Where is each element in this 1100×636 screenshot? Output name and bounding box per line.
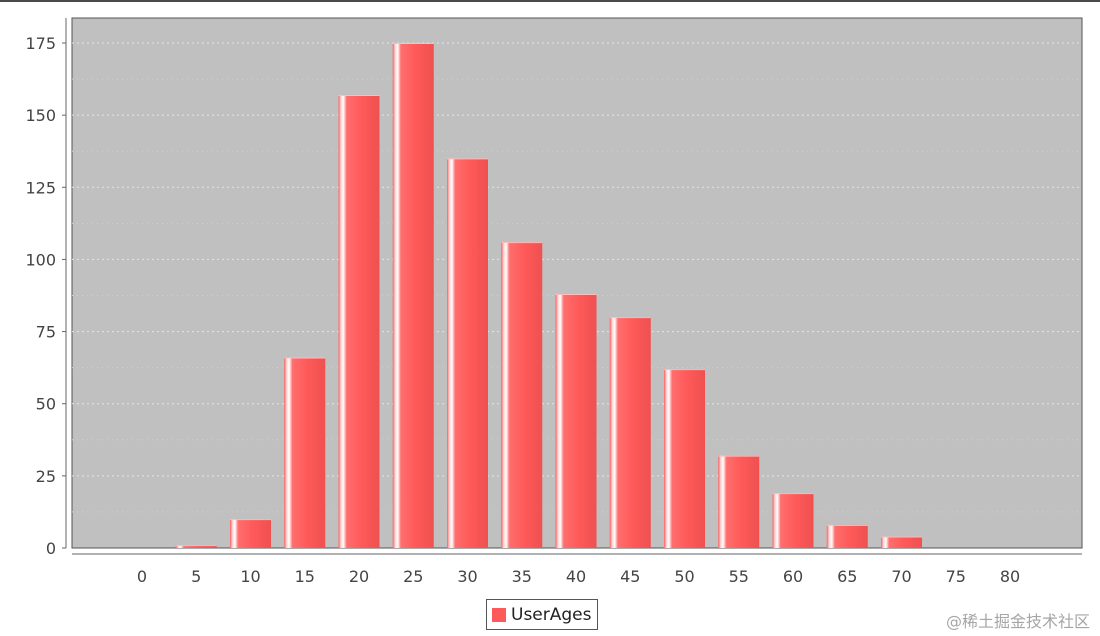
- x-tick-label: 65: [837, 567, 857, 586]
- x-tick-labels: 0 5 10 15 20 25 30 35 40 45 50 55 60 65 70 75 80: [137, 567, 1020, 586]
- x-tick-label: 80: [1000, 567, 1020, 586]
- bar: [718, 455, 760, 548]
- y-tick-label: 25: [36, 467, 56, 486]
- bar: [881, 536, 922, 548]
- watermark: @稀土掘金技术社区: [945, 612, 1090, 631]
- x-tick-label: 20: [349, 567, 369, 586]
- bar: [501, 242, 543, 548]
- bar-fill: [447, 158, 488, 548]
- legend: UserAges: [486, 599, 599, 630]
- bar: [175, 545, 217, 548]
- x-tick-label: 10: [240, 567, 260, 586]
- bar: [609, 317, 651, 548]
- bar: [392, 43, 434, 548]
- x-tick-label: 30: [457, 567, 477, 586]
- top-border: [0, 0, 1100, 2]
- legend-label: UserAges: [511, 604, 592, 625]
- x-tick-label: 55: [729, 567, 749, 586]
- y-tick-label: 75: [36, 323, 56, 342]
- bar-fill: [881, 536, 922, 548]
- x-tick-label: 15: [295, 567, 315, 586]
- bar: [447, 158, 488, 548]
- x-tick-label: 0: [137, 567, 147, 586]
- legend-swatch: [492, 607, 506, 622]
- bar-fill: [555, 294, 597, 548]
- y-tick-label: 175: [25, 34, 56, 53]
- bar: [230, 519, 271, 548]
- bar: [772, 493, 814, 548]
- bar-fill: [664, 369, 705, 548]
- x-tick-label: 40: [566, 567, 586, 586]
- bar: [664, 369, 705, 548]
- bar-fill: [772, 493, 814, 548]
- bar-fill: [392, 43, 434, 548]
- bar-fill: [501, 242, 543, 548]
- bar-fill: [230, 519, 271, 548]
- bar-fill: [338, 94, 380, 548]
- bar-fill: [718, 455, 760, 548]
- y-tick-label: 50: [36, 395, 56, 414]
- bars: [175, 43, 922, 548]
- y-tick-label: 0: [46, 539, 56, 558]
- bar: [338, 94, 380, 548]
- x-tick-label: 5: [191, 567, 201, 586]
- bar: [826, 524, 868, 548]
- bar: [284, 357, 326, 548]
- y-tick-label: 125: [25, 178, 56, 197]
- y-tick-labels: 0 25 50 75 100 125 150 175: [25, 34, 66, 558]
- bar-fill: [175, 545, 217, 548]
- x-tick-label: 45: [620, 567, 640, 586]
- axes: [65, 18, 1082, 555]
- x-tick-label: 60: [783, 567, 803, 586]
- x-tick-label: 70: [891, 567, 911, 586]
- y-tick-label: 150: [25, 106, 56, 125]
- bar-fill: [284, 357, 326, 548]
- x-tick-label: 75: [946, 567, 966, 586]
- bar-fill: [826, 524, 868, 548]
- bar: [555, 294, 597, 548]
- x-tick-label: 25: [403, 567, 423, 586]
- x-tick-label: 35: [512, 567, 532, 586]
- y-tick-label: 100: [25, 250, 56, 269]
- x-tick-label: 50: [674, 567, 694, 586]
- bar-fill: [609, 317, 651, 548]
